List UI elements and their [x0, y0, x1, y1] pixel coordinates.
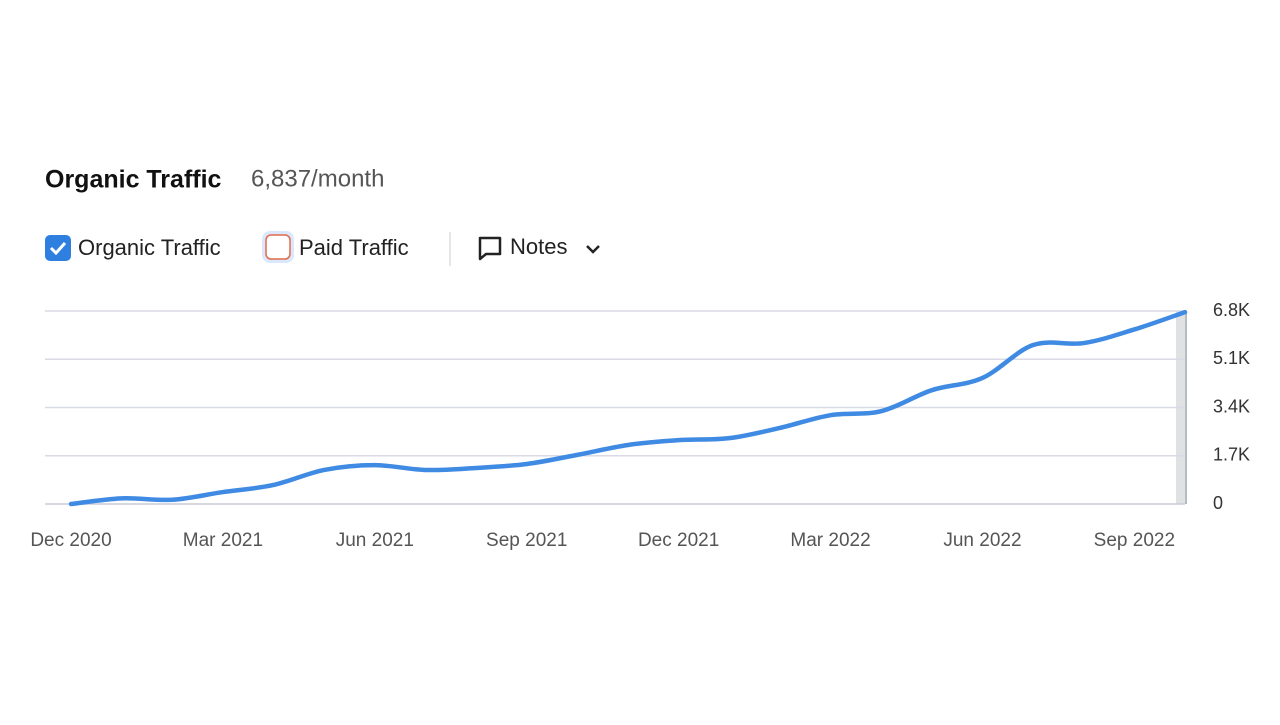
- x-tick-label: Sep 2021: [486, 530, 567, 551]
- series-line: [68, 309, 1188, 507]
- notes-label[interactable]: Notes: [510, 234, 567, 259]
- legend-label[interactable]: Organic Traffic: [78, 235, 221, 260]
- y-tick-label: 3.4K: [1213, 396, 1250, 416]
- y-tick-label: 1.7K: [1213, 445, 1250, 465]
- checkbox-unchecked[interactable]: [265, 234, 291, 260]
- x-tick-label: Mar 2021: [183, 530, 263, 551]
- organic-toggle[interactable]: Organic Traffic: [45, 235, 221, 261]
- notes-icon: [478, 236, 502, 261]
- notes-button[interactable]: Notes: [478, 234, 600, 261]
- x-tick-label: Jun 2021: [336, 530, 414, 551]
- chart-title: Organic Traffic: [45, 166, 222, 194]
- x-tick-label: Sep 2022: [1094, 530, 1175, 551]
- x-tick-label: Dec 2021: [638, 530, 719, 551]
- paid-toggle[interactable]: Paid Traffic: [262, 231, 409, 263]
- check-icon: [49, 241, 67, 256]
- y-tick-label: 0: [1213, 493, 1223, 513]
- y-tick-label: 6.8K: [1213, 300, 1250, 320]
- y-tick-label: 5.1K: [1213, 348, 1250, 368]
- x-tick-label: Mar 2022: [790, 530, 870, 551]
- checkbox-checked[interactable]: [45, 235, 71, 261]
- chevron-icon: [586, 245, 600, 254]
- x-tick-label: Jun 2022: [943, 530, 1021, 551]
- chart-subtitle: 6,837/month: [251, 165, 384, 192]
- plot: 0 1.7K 3.4K 5.1K 6.8K Dec 2020 Mar 2021 Jun 202…: [30, 300, 1250, 551]
- legend-label[interactable]: Paid Traffic: [299, 235, 409, 260]
- x-tick-label: Dec 2020: [30, 530, 111, 551]
